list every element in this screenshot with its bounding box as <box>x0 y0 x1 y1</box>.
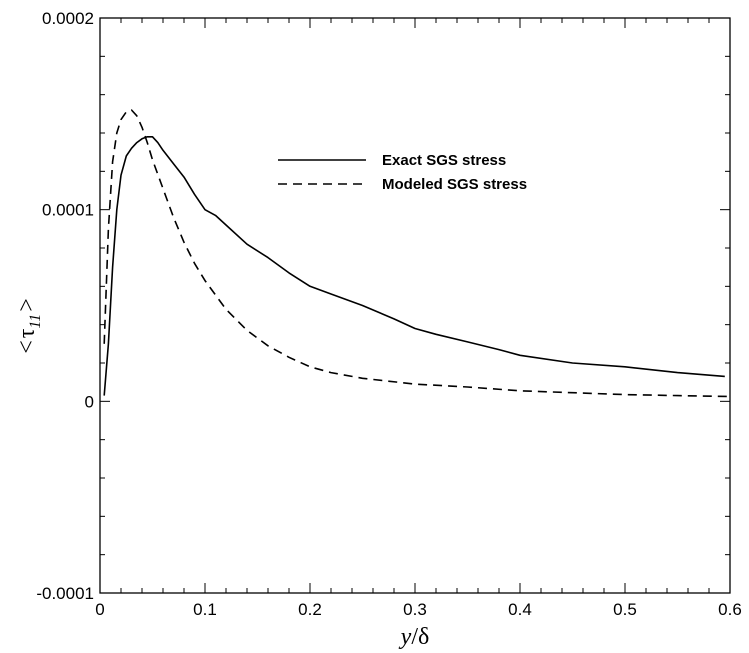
legend-label: Modeled SGS stress <box>382 176 527 193</box>
y-axis-label: < τ11 > <box>14 298 44 354</box>
y-axis-label-open: < <box>14 340 40 354</box>
legend: Exact SGS stress Modeled SGS stress <box>278 152 527 193</box>
x-tick-label: 0.4 <box>508 600 532 619</box>
legend-label: Exact SGS stress <box>382 152 506 169</box>
series-line-exact <box>103 136 725 396</box>
plot-border <box>99 17 731 594</box>
x-axis-label-sep: / <box>411 624 418 650</box>
x-axis-label-var: y <box>399 624 412 650</box>
y-axis-label-subscript: 11 <box>27 314 44 329</box>
series-line-modeled <box>103 109 731 398</box>
y-tick-label: 0.0001 <box>42 201 94 220</box>
x-axis-label-symbol: δ <box>418 624 429 650</box>
y-axis-label-close: > <box>14 298 40 312</box>
y-tick-label: 0.0002 <box>42 9 94 28</box>
x-tick-label: 0.1 <box>193 600 217 619</box>
y-tick-label: -0.0001 <box>36 584 94 603</box>
x-tick-label: 0 <box>95 600 104 619</box>
x-axis: 0 0.1 0.2 0.3 0.4 0.5 0.6 <box>95 18 742 619</box>
y-tick-label: 0 <box>85 392 94 411</box>
y-axis: -0.0001 0 0.0001 0.0002 <box>36 9 730 603</box>
x-tick-label: 0.3 <box>403 600 427 619</box>
plot-frame <box>99 17 731 594</box>
x-tick-label: 0.6 <box>718 600 742 619</box>
x-tick-label: 0.2 <box>298 600 322 619</box>
y-axis-label-symbol: τ <box>14 328 40 338</box>
x-axis-label: y/δ <box>399 624 430 650</box>
x-tick-label: 0.5 <box>613 600 637 619</box>
series-layer <box>103 109 731 398</box>
